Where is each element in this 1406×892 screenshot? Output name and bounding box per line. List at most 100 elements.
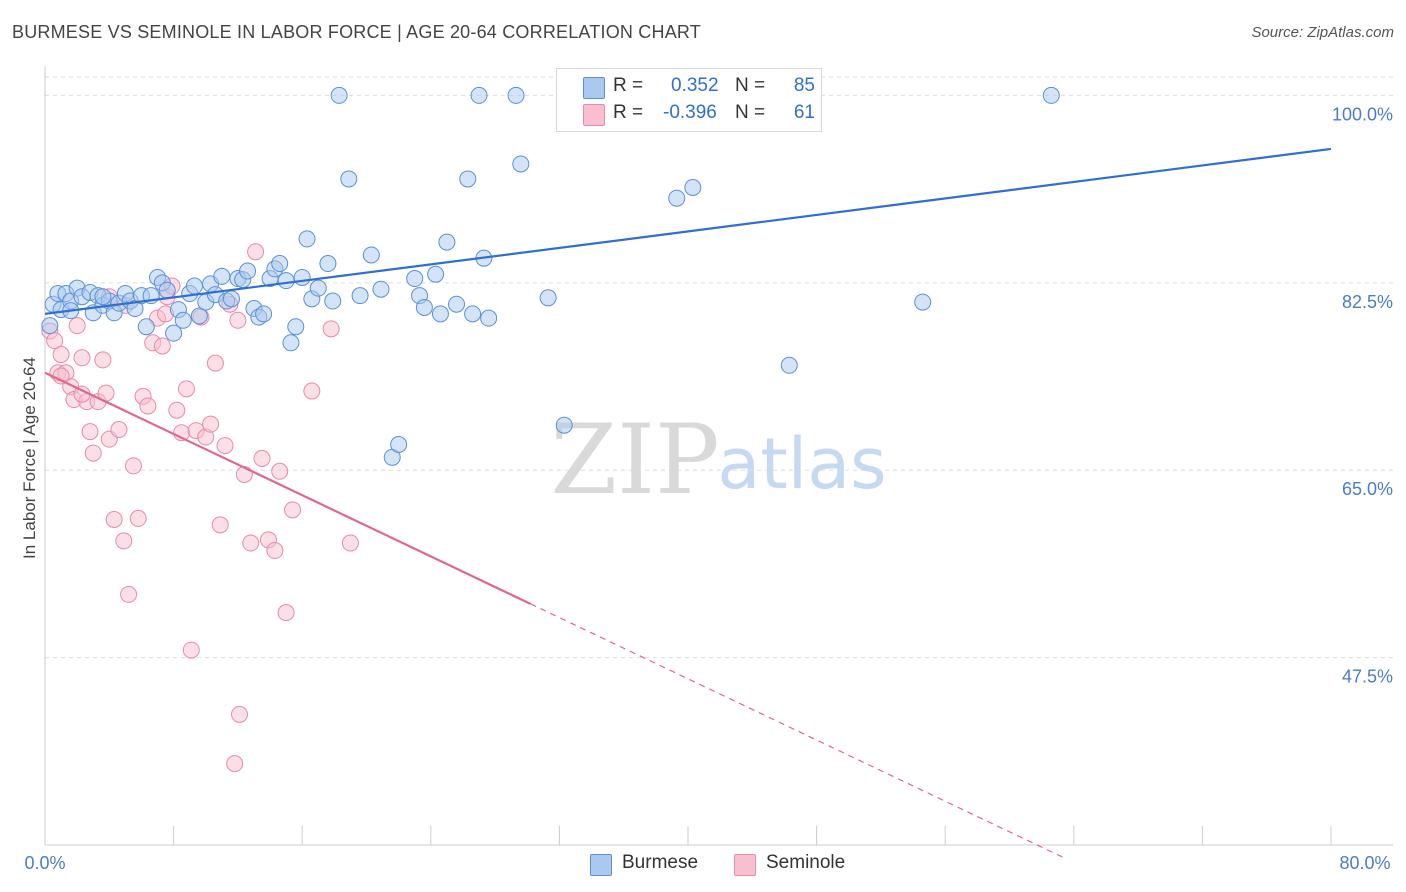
- burmese-point: [459, 170, 477, 188]
- legend-n-label: N =: [735, 102, 766, 123]
- watermark-zip: ZIP: [550, 404, 719, 516]
- burmese-point: [351, 287, 369, 305]
- seminole-point: [94, 351, 112, 369]
- seminole-point: [206, 354, 224, 372]
- burmese-point: [255, 305, 273, 323]
- burmese-point: [507, 86, 525, 104]
- burmese-point: [555, 416, 573, 434]
- legend-n-value: 61: [793, 102, 815, 123]
- seminole-point: [284, 501, 302, 519]
- burmese-point: [406, 270, 424, 288]
- burmese-point: [287, 318, 305, 336]
- y-tick-label: 100.0%: [1332, 104, 1393, 124]
- burmese-point: [94, 288, 112, 306]
- burmese-point: [330, 86, 348, 104]
- seminole-point: [52, 346, 70, 364]
- chart-title: BURMESE VS SEMINOLE IN LABOR FORCE | AGE…: [12, 22, 701, 42]
- tick-labels: 47.5% 65.0% 82.5% 100.0% 0.0% 80.0%: [24, 104, 1393, 873]
- seminole-point: [105, 510, 123, 528]
- trendlines: [44, 147, 1332, 859]
- burmese-trendline: [44, 147, 1332, 315]
- burmese-point: [684, 179, 702, 197]
- burmese-swatch: [583, 77, 605, 99]
- burmese-point: [390, 436, 408, 454]
- burmese-point: [438, 233, 456, 251]
- burmese-point: [464, 305, 482, 323]
- seminole-point: [81, 423, 99, 441]
- burmese-point: [914, 293, 932, 311]
- burmese-point: [213, 267, 231, 285]
- seminole-point: [129, 509, 147, 527]
- seminole-point: [216, 437, 234, 455]
- x-tick-label: 80.0%: [1339, 853, 1390, 873]
- burmese-point: [415, 298, 433, 316]
- burmese-point: [668, 189, 686, 207]
- burmese-point: [324, 292, 342, 310]
- burmese-point: [190, 307, 208, 325]
- burmese-point: [222, 290, 240, 308]
- burmese-point: [372, 280, 390, 298]
- burmese-point: [277, 272, 295, 290]
- seminole-point: [277, 604, 295, 622]
- seminole-point: [226, 755, 244, 773]
- burmese-point: [293, 268, 311, 286]
- burmese-point: [158, 281, 176, 299]
- seminole-point: [139, 397, 157, 415]
- burmese-legend-label: Burmese: [622, 852, 699, 873]
- seminole-trendline: [44, 371, 531, 605]
- gridlines: [45, 76, 1393, 659]
- x-tick-label: 0.0%: [24, 853, 65, 873]
- seminole-point: [124, 457, 142, 475]
- burmese-point: [41, 317, 59, 335]
- burmese-point: [319, 255, 337, 273]
- seminole-point: [242, 534, 260, 552]
- seminole-swatch: [583, 104, 605, 126]
- legend-n-label: N =: [735, 75, 766, 96]
- seminole-point: [271, 462, 289, 480]
- burmese-point: [174, 311, 192, 329]
- burmese-point: [431, 305, 449, 323]
- burmese-point: [539, 289, 557, 307]
- burmese-point: [340, 170, 358, 188]
- y-axis-label: In Labor Force | Age 20-64: [20, 357, 39, 559]
- seminole-point: [120, 585, 138, 603]
- burmese-point: [165, 324, 183, 342]
- burmese-point: [427, 265, 445, 283]
- burmese-point: [282, 334, 300, 352]
- legend-r-value: 0.352: [671, 75, 719, 96]
- legend-r-label: R =: [613, 102, 644, 123]
- legend-r-label: R =: [613, 75, 644, 96]
- seminole-trendline-extension: [530, 603, 1065, 859]
- seminole-point: [266, 542, 284, 560]
- seminole-point: [253, 449, 271, 467]
- seminole-point: [322, 320, 340, 338]
- burmese-point: [185, 277, 203, 295]
- burmese-point: [512, 155, 530, 173]
- seminole-point: [68, 317, 86, 335]
- burmese-point: [309, 279, 327, 297]
- burmese-point: [239, 262, 257, 280]
- burmese-point: [271, 255, 289, 273]
- seminole-point: [182, 641, 200, 659]
- axes: [44, 66, 1393, 846]
- y-tick-label: 65.0%: [1342, 479, 1393, 499]
- burmese-point: [298, 230, 316, 248]
- seminole-point: [110, 421, 128, 439]
- y-tick-label: 82.5%: [1342, 292, 1393, 312]
- seminole-legend-label: Seminole: [766, 852, 846, 873]
- seminole-point: [231, 705, 249, 723]
- seminole-point: [153, 337, 171, 355]
- seminole-point: [211, 516, 229, 534]
- seminole-point: [341, 534, 359, 552]
- burmese-point: [780, 356, 798, 374]
- source-label: Source: ZipAtlas.com: [1251, 24, 1394, 41]
- seminole-point: [229, 311, 247, 329]
- burmese-points: [41, 86, 1060, 466]
- legend-n-value: 85: [793, 75, 815, 96]
- seminole-legend-swatch: [734, 854, 756, 876]
- seminole-point: [177, 380, 195, 398]
- seminole-point: [235, 465, 253, 483]
- burmese-point: [1042, 86, 1060, 104]
- seminole-point: [247, 243, 265, 261]
